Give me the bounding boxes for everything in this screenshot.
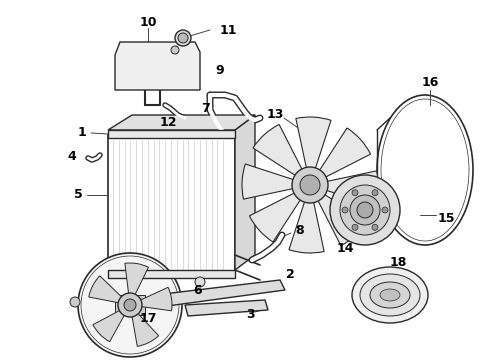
Wedge shape (93, 305, 130, 342)
Polygon shape (108, 270, 235, 278)
Text: 16: 16 (421, 76, 439, 89)
Text: 5: 5 (74, 189, 82, 202)
Circle shape (372, 224, 378, 230)
Circle shape (124, 299, 136, 311)
Circle shape (350, 195, 380, 225)
Circle shape (352, 190, 358, 196)
Polygon shape (115, 295, 145, 315)
Text: 17: 17 (139, 311, 157, 324)
Text: 13: 13 (266, 108, 284, 122)
Wedge shape (242, 164, 296, 199)
Circle shape (330, 175, 400, 245)
Ellipse shape (352, 267, 428, 323)
Circle shape (70, 297, 80, 307)
Wedge shape (318, 128, 370, 178)
Text: 3: 3 (245, 309, 254, 321)
Polygon shape (155, 280, 285, 307)
Text: 4: 4 (68, 149, 76, 162)
Wedge shape (289, 199, 324, 253)
Polygon shape (108, 135, 235, 275)
Circle shape (78, 253, 182, 357)
Text: 10: 10 (139, 15, 157, 28)
Text: 7: 7 (200, 102, 209, 114)
Wedge shape (249, 192, 302, 242)
Text: 6: 6 (194, 284, 202, 297)
Polygon shape (185, 300, 268, 316)
Circle shape (300, 175, 320, 195)
Circle shape (340, 185, 390, 235)
Polygon shape (108, 115, 255, 130)
Circle shape (195, 277, 205, 287)
Wedge shape (89, 276, 130, 305)
Text: 15: 15 (437, 211, 455, 225)
Wedge shape (296, 117, 331, 171)
Text: 14: 14 (336, 242, 354, 255)
Polygon shape (108, 130, 235, 138)
Wedge shape (130, 287, 172, 311)
Text: 8: 8 (295, 224, 304, 237)
Circle shape (118, 293, 142, 317)
Wedge shape (253, 125, 303, 177)
Text: 18: 18 (390, 256, 407, 269)
Text: 2: 2 (286, 269, 294, 282)
Circle shape (292, 167, 328, 203)
Circle shape (352, 224, 358, 230)
Ellipse shape (360, 274, 420, 316)
Circle shape (372, 190, 378, 196)
Polygon shape (115, 42, 200, 90)
Wedge shape (324, 171, 378, 206)
Text: 12: 12 (159, 117, 177, 130)
Text: 1: 1 (77, 126, 86, 139)
Circle shape (178, 33, 188, 43)
Wedge shape (125, 263, 148, 305)
Text: 11: 11 (219, 23, 237, 36)
Circle shape (342, 207, 348, 213)
Circle shape (171, 46, 179, 54)
Ellipse shape (370, 282, 410, 308)
Polygon shape (235, 115, 255, 270)
Ellipse shape (380, 289, 400, 301)
Wedge shape (130, 305, 159, 346)
Text: 9: 9 (216, 63, 224, 77)
Wedge shape (317, 193, 367, 246)
Circle shape (175, 30, 191, 46)
Circle shape (382, 207, 388, 213)
Circle shape (357, 202, 373, 218)
